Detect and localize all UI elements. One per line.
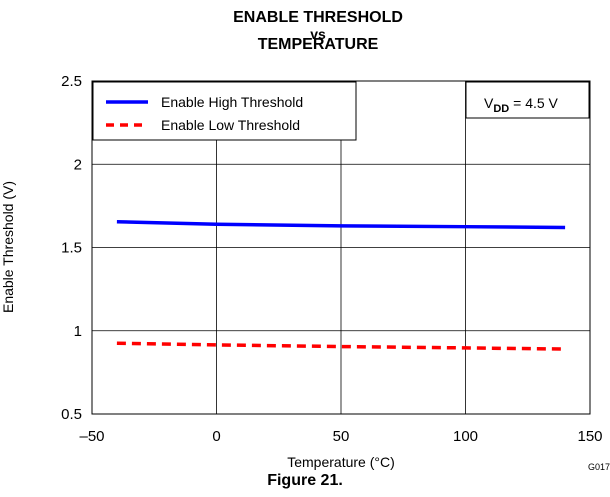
annotation-text: VDD = 4.5 V <box>484 95 559 115</box>
figure-label: Figure 21. <box>267 472 343 489</box>
series-line-enable-high <box>116 219 566 230</box>
legend: Enable High Threshold Enable Low Thresho… <box>92 81 357 141</box>
series-line-enable-low <box>116 341 566 351</box>
plot-frame <box>91 80 591 415</box>
chart-title-line-2: vs <box>310 26 326 42</box>
x-tick-labels: –50 0 50 100 150 <box>79 428 602 445</box>
series-layer <box>116 219 566 351</box>
chart-title-line-1: ENABLE THRESHOLD <box>233 9 403 26</box>
x-axis-label: Temperature (°C) <box>287 454 395 470</box>
x-tick-label: 100 <box>453 428 478 445</box>
graph-code: G017 <box>588 462 610 472</box>
y-tick-label: 2 <box>74 156 82 173</box>
annotation-suffix: = 4.5 V <box>509 95 558 111</box>
y-tick-label: 0.5 <box>61 406 82 423</box>
x-tick-label: –50 <box>79 428 104 445</box>
legend-box <box>92 81 357 141</box>
annotation-prefix: V <box>484 95 494 111</box>
y-tick-label: 2.5 <box>61 73 82 90</box>
annotation-box <box>465 81 590 119</box>
annotation-subscript: DD <box>493 103 509 115</box>
y-tick-label: 1 <box>74 323 82 340</box>
y-axis-label: Enable Threshold (V) <box>0 181 16 313</box>
x-tick-label: 50 <box>333 428 350 445</box>
grid-lines <box>92 81 590 414</box>
y-tick-labels: 0.5 1 1.5 2 2.5 <box>61 73 82 423</box>
legend-label-high: Enable High Threshold <box>161 94 303 110</box>
legend-label-low: Enable Low Threshold <box>161 117 300 133</box>
x-tick-label: 0 <box>212 428 220 445</box>
y-tick-label: 1.5 <box>61 240 82 257</box>
chart-title-line-3: TEMPERATURE <box>257 36 379 53</box>
annotation: VDD = 4.5 V <box>465 81 590 119</box>
x-tick-label: 150 <box>577 428 602 445</box>
